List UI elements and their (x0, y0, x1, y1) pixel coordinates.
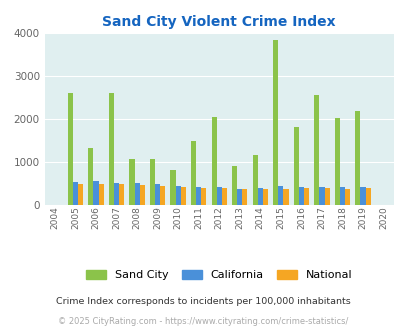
Bar (160, 186, 165, 205)
Bar (78, 184, 83, 205)
Bar (180, 187, 185, 205)
Title: Sand City Violent Crime Index: Sand City Violent Crime Index (102, 15, 335, 29)
Bar (211, 117, 216, 205)
Bar (119, 184, 124, 205)
Bar (73, 182, 78, 205)
Bar (324, 188, 329, 205)
Bar (334, 117, 339, 205)
Bar (98, 184, 103, 205)
Bar (201, 188, 206, 205)
Bar (339, 186, 344, 205)
Bar (277, 186, 283, 205)
Bar (293, 127, 298, 205)
Bar (252, 155, 257, 205)
Text: Crime Index corresponds to incidents per 100,000 inhabitants: Crime Index corresponds to incidents per… (55, 297, 350, 307)
Bar (360, 187, 364, 205)
Bar (257, 188, 262, 205)
Bar (190, 141, 196, 205)
Bar (354, 111, 360, 205)
Bar (88, 148, 93, 205)
Bar (175, 186, 180, 205)
Bar (313, 95, 319, 205)
Bar (237, 189, 242, 205)
Bar (232, 166, 237, 205)
Bar (221, 188, 226, 205)
Bar (283, 188, 288, 205)
Bar (344, 189, 350, 205)
Legend: Sand City, California, National: Sand City, California, National (81, 265, 356, 285)
Bar (114, 183, 119, 205)
Bar (149, 159, 155, 205)
Bar (319, 186, 324, 205)
Bar (298, 187, 303, 205)
Bar (170, 170, 175, 205)
Bar (68, 93, 73, 205)
Bar (303, 188, 308, 205)
Bar (109, 93, 114, 205)
Bar (242, 189, 247, 205)
Bar (273, 40, 277, 205)
Bar (196, 187, 201, 205)
Bar (139, 185, 145, 205)
Bar (93, 181, 98, 205)
Bar (262, 189, 267, 205)
Bar (129, 159, 134, 205)
Bar (364, 188, 370, 205)
Text: © 2025 CityRating.com - https://www.cityrating.com/crime-statistics/: © 2025 CityRating.com - https://www.city… (58, 317, 347, 326)
Bar (155, 184, 160, 205)
Bar (134, 183, 139, 205)
Bar (216, 187, 221, 205)
